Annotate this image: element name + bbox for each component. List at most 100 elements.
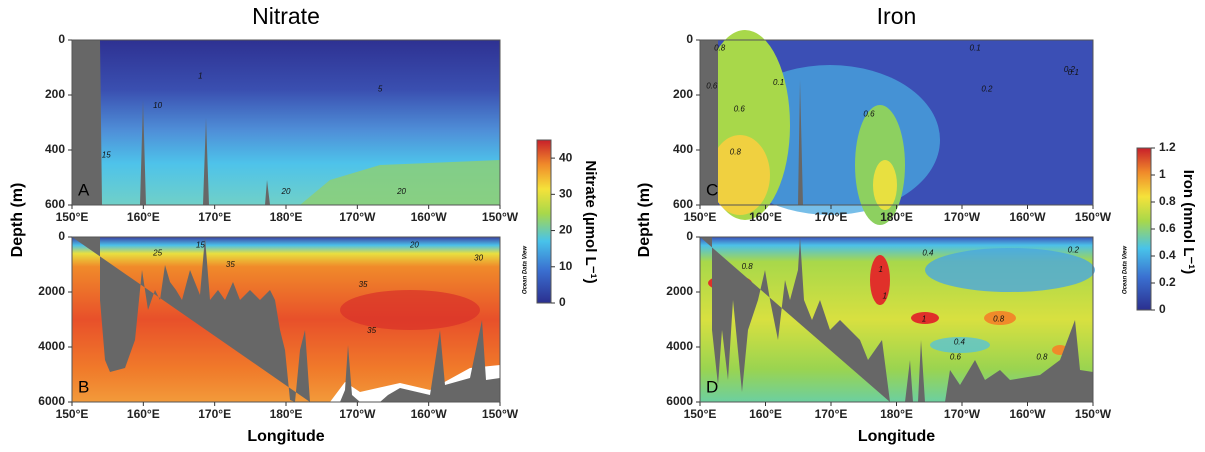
colorbar-tick-label: 0.4 — [1159, 248, 1176, 262]
colorbar-tick-label: 10 — [559, 259, 573, 273]
colorbar-label: Nitrate (µmol L⁻¹) — [582, 160, 599, 283]
x-tick-label: 170°E — [815, 407, 848, 421]
x-tick-label: 170°W — [339, 407, 376, 421]
y-tick-label: 200 — [673, 87, 693, 101]
contour-label: 0.2 — [981, 85, 993, 94]
x-tick-label: 150°E — [684, 407, 717, 421]
x-tick-label: 180°E — [880, 407, 913, 421]
colorbar-tick-label: 0 — [559, 295, 566, 309]
contour-label: 35 — [367, 326, 376, 335]
x-axis-label: Longitude — [858, 428, 935, 445]
chart-title: Iron — [877, 3, 917, 29]
contour-label: 0.4 — [954, 338, 966, 347]
colorbar-tick-label: 20 — [559, 223, 573, 237]
colorbar-tick-label: 40 — [559, 150, 573, 164]
contour-label: 0.2 — [1068, 245, 1080, 254]
chart-title: Nitrate — [252, 3, 320, 29]
y-tick-label: 0 — [686, 229, 693, 243]
x-tick-label: 160°W — [1009, 407, 1046, 421]
y-tick-label: 2000 — [666, 284, 693, 298]
x-tick-label: 160°W — [1009, 210, 1046, 224]
x-tick-label: 180°E — [270, 407, 303, 421]
y-tick-label: 400 — [673, 142, 693, 156]
x-tick-label: 160°E — [749, 407, 782, 421]
colorbar-tick-label: 0 — [1159, 302, 1166, 316]
contour-label: 1 — [882, 292, 886, 301]
contour-label: 0.8 — [742, 262, 754, 271]
contour-label: 1 — [198, 71, 202, 80]
contour-label: 0.4 — [922, 249, 934, 258]
contour-label: 5 — [378, 85, 383, 94]
y-tick-label: 4000 — [666, 339, 693, 353]
panel-label: B — [78, 377, 89, 396]
contour-label: 1 — [922, 315, 926, 324]
contour-label: 35 — [359, 280, 368, 289]
contour-label: 0.6 — [950, 353, 962, 362]
x-tick-label: 160°E — [127, 210, 160, 224]
watermark: Ocean Data View — [523, 246, 529, 294]
x-tick-label: 170°W — [944, 210, 981, 224]
contour-label: 35 — [226, 260, 235, 269]
contour-label: 20 — [396, 187, 406, 196]
contour-label: 20 — [409, 240, 419, 249]
x-tick-label: 170°E — [198, 407, 231, 421]
x-tick-label: 180°E — [880, 210, 913, 224]
contour-label: 0.1 — [970, 43, 981, 52]
contour-label: 0.2 — [1064, 65, 1076, 74]
y-tick-label: 600 — [45, 197, 65, 211]
x-tick-label: 170°W — [339, 210, 376, 224]
colorbar — [536, 139, 552, 304]
y-axis-label: Depth (m) — [9, 183, 26, 258]
contour-label: 15 — [102, 151, 111, 160]
x-tick-label: 160°E — [749, 210, 782, 224]
colorbar-tick-label: 30 — [559, 187, 573, 201]
colorbar-tick-label: 0.8 — [1159, 194, 1176, 208]
y-axis-label: Depth (m) — [636, 183, 653, 258]
chart-layer: Nitrate Longitude Depth (m) Ocean Data View… — [9, 3, 1197, 445]
x-tick-label: 160°E — [127, 407, 160, 421]
contour-label: 0.8 — [993, 315, 1005, 324]
contour-label: 15 — [196, 240, 205, 249]
panel-label: D — [706, 377, 718, 396]
x-tick-label: 180°E — [270, 210, 303, 224]
contour-label: 30 — [474, 254, 483, 263]
contour-label: 0.6 — [863, 109, 875, 118]
panel-label: C — [706, 180, 718, 199]
contour-label: 0.8 — [1036, 353, 1048, 362]
y-tick-label: 400 — [45, 142, 65, 156]
y-tick-label: 6000 — [666, 394, 693, 408]
x-tick-label: 150°W — [482, 407, 519, 421]
y-tick-label: 0 — [686, 32, 693, 46]
colorbar-tick-label: 0.6 — [1159, 221, 1176, 235]
x-tick-label: 150°E — [56, 407, 89, 421]
x-tick-label: 170°E — [815, 210, 848, 224]
x-tick-label: 170°E — [198, 210, 231, 224]
panel-d-field — [700, 237, 1095, 402]
colorbar-tick-label: 1 — [1159, 167, 1166, 181]
contour-label: 0.8 — [714, 43, 726, 52]
y-tick-label: 4000 — [38, 339, 65, 353]
x-tick-label: 170°W — [944, 407, 981, 421]
panel-b-field — [72, 237, 500, 402]
x-tick-label: 150°E — [56, 210, 89, 224]
x-tick-label: 150°W — [1075, 210, 1112, 224]
x-tick-label: 160°W — [411, 210, 448, 224]
contour-label: 0.6 — [734, 104, 746, 113]
contour-label: 10 — [153, 101, 162, 110]
x-tick-label: 150°E — [684, 210, 717, 224]
y-tick-label: 0 — [58, 229, 65, 243]
contour-label: 0.1 — [1068, 68, 1079, 77]
x-axis-label: Longitude — [247, 428, 324, 445]
panel-a-field — [72, 40, 500, 205]
contour-label: 0.1 — [773, 78, 784, 87]
y-tick-label: 0 — [58, 32, 65, 46]
x-tick-label: 150°W — [1075, 407, 1112, 421]
panel-c-field — [700, 30, 1093, 225]
contour-label: 0.8 — [730, 147, 742, 156]
y-tick-label: 200 — [45, 87, 65, 101]
contour-label: 1 — [879, 265, 883, 274]
colorbar-label: Iron (nmol L⁻¹) — [1180, 170, 1197, 275]
y-tick-label: 600 — [673, 197, 693, 211]
colorbar-tick-label: 0.2 — [1159, 275, 1176, 289]
